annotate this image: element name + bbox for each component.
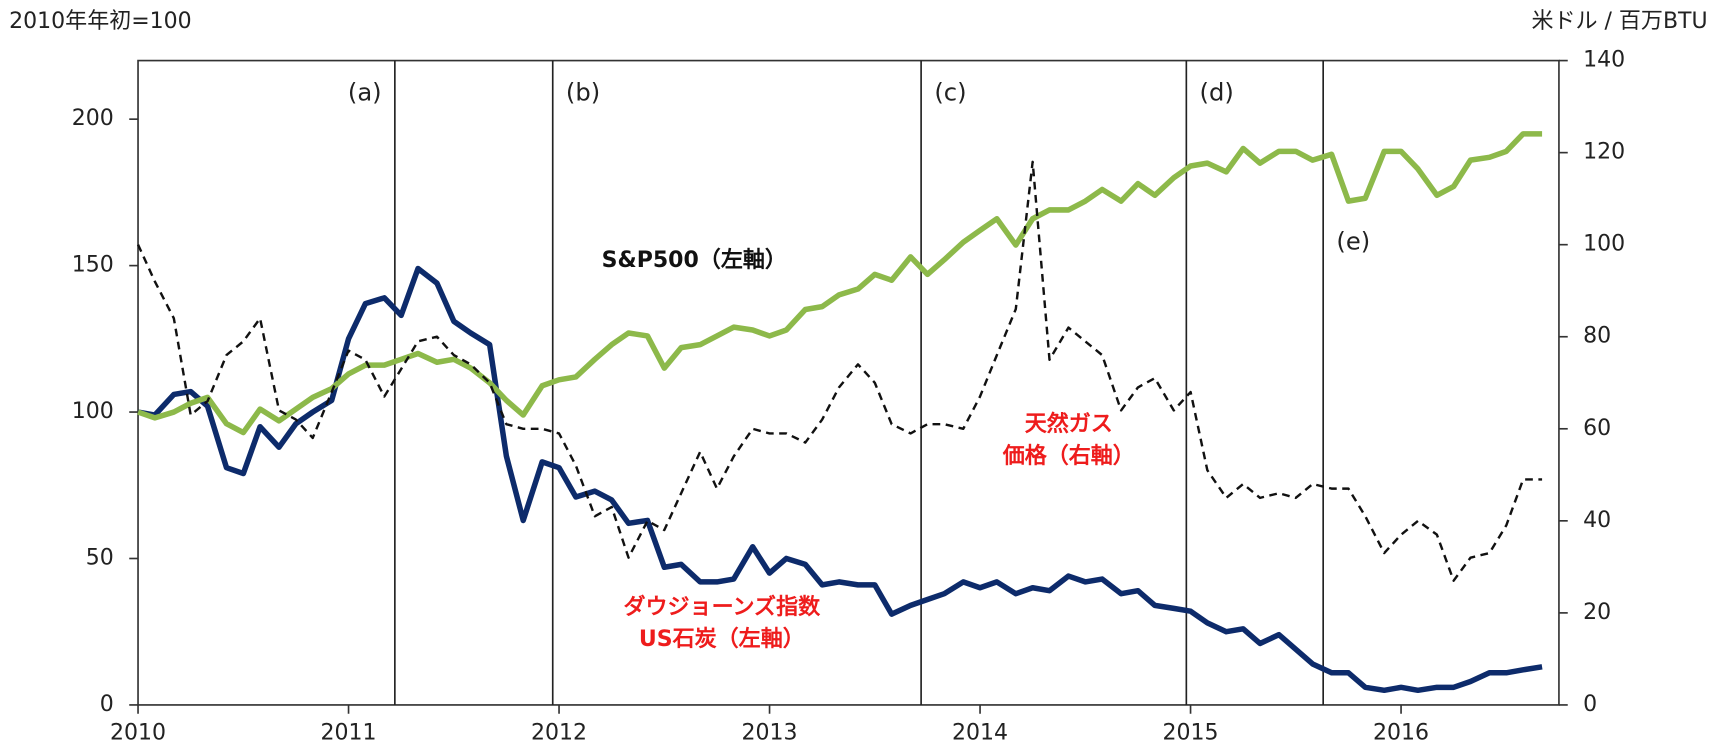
x-tick-label: 2016 (1373, 721, 1429, 746)
annotation: US石炭（左軸） (639, 626, 805, 652)
y-tick-label: 150 (72, 253, 114, 278)
y-tick-label: 0 (100, 692, 114, 717)
annotation: ダウジョーンズ指数 (624, 594, 822, 620)
event-label: (e) (1336, 227, 1370, 255)
y2-tick-label: 0 (1583, 692, 1597, 717)
y-tick-label: 50 (86, 545, 114, 570)
annotation: 価格（右軸） (1002, 443, 1135, 469)
annotation: S&P500（左軸） (602, 247, 787, 273)
series-line (136, 160, 1543, 582)
x-tick-label: 2015 (1163, 721, 1219, 746)
y2-tick-label: 120 (1583, 140, 1625, 165)
y2-tick-label: 20 (1583, 600, 1611, 625)
x-tick-label: 2013 (742, 721, 798, 746)
y-tick-label: 100 (72, 399, 114, 424)
y-tick-label: 200 (72, 106, 114, 131)
y2-tick-label: 80 (1583, 324, 1611, 349)
y2-tick-label: 140 (1583, 48, 1625, 73)
x-tick-label: 2011 (321, 721, 377, 746)
x-tick-label: 2014 (952, 721, 1008, 746)
y2-tick-label: 60 (1583, 416, 1611, 441)
y-axis-label: 2010年年初=100 (9, 9, 192, 34)
event-label: (c) (934, 79, 966, 107)
x-tick-label: 2010 (110, 721, 166, 746)
x-tick-label: 2012 (531, 721, 587, 746)
event-label: (a) (348, 79, 382, 107)
y2-axis-label: 米ドル / 百万BTU (1531, 9, 1707, 34)
series-line (137, 265, 1543, 694)
y2-tick-label: 40 (1583, 508, 1611, 533)
annotation: 天然ガス (1025, 411, 1113, 437)
series-line (137, 131, 1543, 436)
plot-frame (137, 59, 1560, 706)
event-label: (d) (1200, 79, 1234, 107)
y2-tick-label: 100 (1583, 232, 1625, 257)
event-label: (b) (566, 79, 600, 107)
